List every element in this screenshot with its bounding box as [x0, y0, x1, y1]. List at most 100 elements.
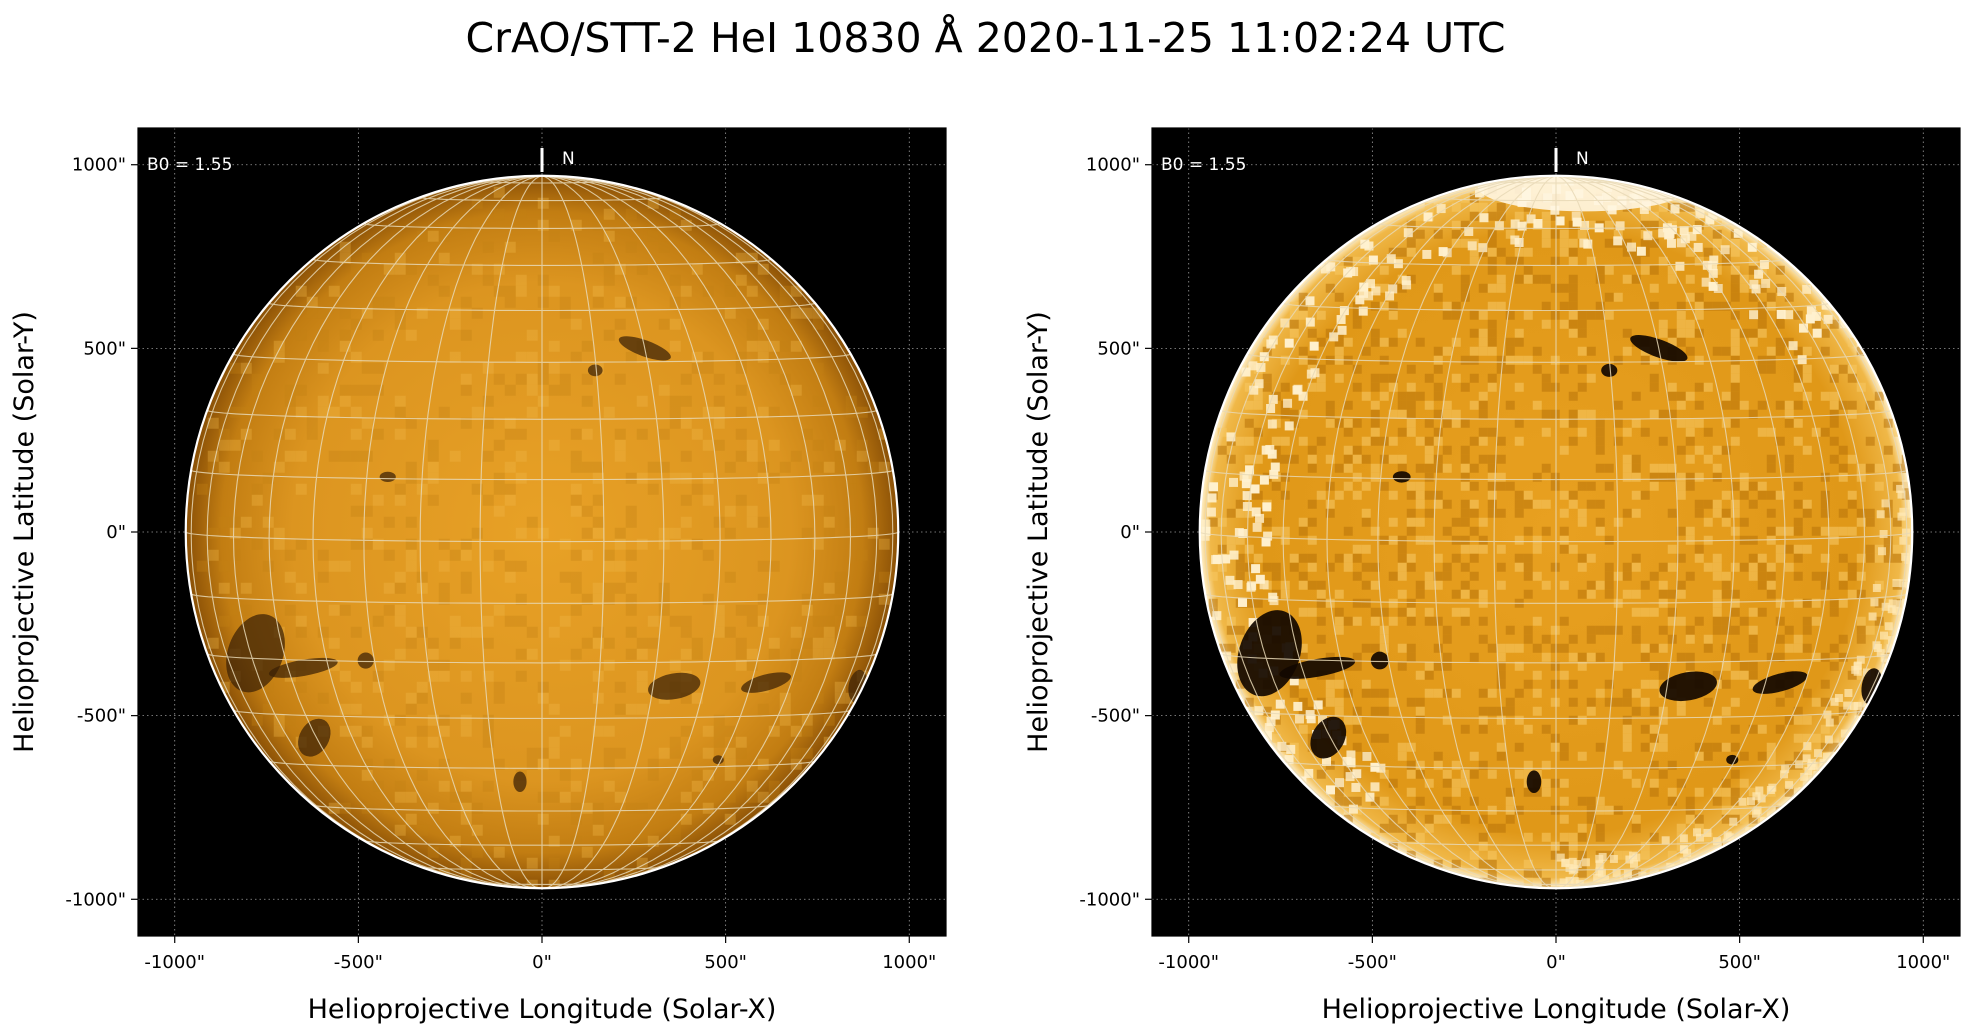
x-tick-label: 1000": [882, 952, 936, 973]
parallel-line: [1493, 180, 1619, 184]
feature-se-small: [712, 755, 724, 765]
x-tick-label: -500": [334, 952, 383, 973]
meridian-line: [1555, 175, 1830, 889]
feature-s: [513, 771, 527, 793]
meridian-line: [190, 175, 543, 885]
x-tick-label: 1000": [1896, 952, 1950, 973]
parallel-line: [233, 353, 851, 363]
parallel-line: [1377, 840, 1735, 846]
figure-title: CrAO/STT-2 HeI 10830 Å 2020-11-25 11:02:…: [465, 14, 1506, 62]
y-axis-label: Helioprojective Latitude (Solar-Y): [1023, 311, 1054, 753]
parallel-line: [1205, 593, 1907, 604]
meridian-line: [1555, 175, 1786, 889]
parallel-line: [479, 180, 605, 184]
y-tick-label: -1000": [65, 889, 126, 910]
feature-mid: [379, 471, 396, 483]
b0-label: B0 = 1.55: [147, 155, 232, 175]
x-axis-label: Helioprojective Longitude (Solar-X): [1322, 994, 1791, 1025]
parallel-line: [1433, 196, 1679, 202]
meridian-line: [479, 175, 543, 889]
meridian-line: [268, 175, 543, 889]
solar-limb: [1198, 174, 1914, 890]
parallel-line: [1434, 866, 1678, 871]
parallel-line: [190, 469, 894, 481]
parallel-line: [1247, 353, 1865, 363]
disk-texture: [196, 186, 899, 889]
parallel-line: [1247, 709, 1865, 719]
parallel-line: [419, 196, 665, 202]
meridian-line: [541, 175, 852, 888]
meridian-line: [1555, 175, 1908, 885]
parallel-line: [312, 258, 772, 266]
meridian-line: [1493, 175, 1557, 889]
meridian-line: [419, 175, 543, 889]
parallel-line: [1204, 469, 1908, 481]
x-tick-label: 500": [1718, 952, 1761, 973]
heliographic-grid: [1199, 175, 1913, 889]
meridian-line: [1433, 175, 1557, 889]
meridian-line: [541, 175, 894, 885]
x-axis-label: Helioprojective Longitude (Solar-X): [308, 994, 777, 1025]
solar-limb: [184, 174, 900, 890]
feature-se-1: [1659, 671, 1717, 702]
x-tick-label: 0": [1546, 952, 1566, 973]
y-axis-label: Helioprojective Latitude (Solar-Y): [9, 311, 40, 753]
meridian-line: [1246, 175, 1557, 888]
meridian-line: [541, 175, 816, 889]
parallel-line: [363, 840, 721, 846]
y-tick-label: 0": [106, 522, 126, 543]
parallel-line: [1283, 760, 1829, 769]
meridian-line: [1555, 175, 1679, 889]
feature-ne-small: [1601, 363, 1618, 377]
meridian-line: [1555, 175, 1892, 888]
meridian-line: [541, 175, 721, 889]
meridian-line: [541, 175, 878, 888]
y-tick-label: -1000": [1079, 889, 1140, 910]
meridian-line: [1204, 175, 1557, 885]
meridian-line: [541, 175, 605, 889]
parallel-line: [1282, 302, 1830, 312]
feature-se-1: [648, 672, 701, 700]
parallel-line: [206, 409, 878, 420]
heliographic-grid: [185, 175, 899, 889]
panel-left: N B0 = 1.55 -1000" -500" 0" 500" 1000" 1000" 500…: [9, 127, 947, 1025]
parallel-line: [363, 223, 721, 229]
north-label: N: [1576, 149, 1589, 169]
x-tick-label: -500": [1348, 952, 1397, 973]
parallel-line: [1326, 258, 1786, 266]
meridian-line: [1555, 175, 1619, 889]
meridian-line: [1326, 175, 1557, 889]
parallel-line: [420, 866, 664, 871]
filament-sw-arm: [268, 657, 338, 678]
y-tick-label: 1000": [1086, 155, 1140, 176]
filament-sw-tail: [298, 718, 331, 757]
x-tick-label: -1000": [1158, 952, 1219, 973]
feature-se-2: [1752, 671, 1808, 694]
meridian-line: [541, 175, 665, 889]
b0-label: B0 = 1.55: [1161, 155, 1246, 175]
feature-se-small: [1726, 754, 1739, 765]
meridian-line: [363, 175, 543, 889]
parallel-line: [1221, 653, 1891, 664]
parallel-line: [313, 804, 771, 812]
parallel-line: [1327, 804, 1785, 812]
parallel-line: [269, 760, 815, 769]
meridian-line: [1555, 175, 1735, 889]
feature-mid: [1392, 471, 1411, 483]
parallel-line: [1377, 223, 1735, 229]
meridian-line: [1377, 175, 1557, 889]
feature-w-small: [357, 652, 374, 669]
filament-sw-tail: [1310, 716, 1347, 759]
feature-s: [1526, 770, 1542, 794]
parallel-line: [1199, 531, 1913, 543]
feature-ne-small: [587, 364, 603, 377]
y-tick-label: -500": [77, 706, 126, 727]
x-tick-label: -1000": [144, 952, 205, 973]
filament-sw-arm: [1279, 656, 1356, 679]
y-tick-label: 1000": [72, 155, 126, 176]
meridian-line: [1220, 175, 1557, 888]
y-tick-label: 0": [1120, 522, 1140, 543]
meridian-line: [312, 175, 543, 889]
north-label: N: [562, 149, 575, 169]
